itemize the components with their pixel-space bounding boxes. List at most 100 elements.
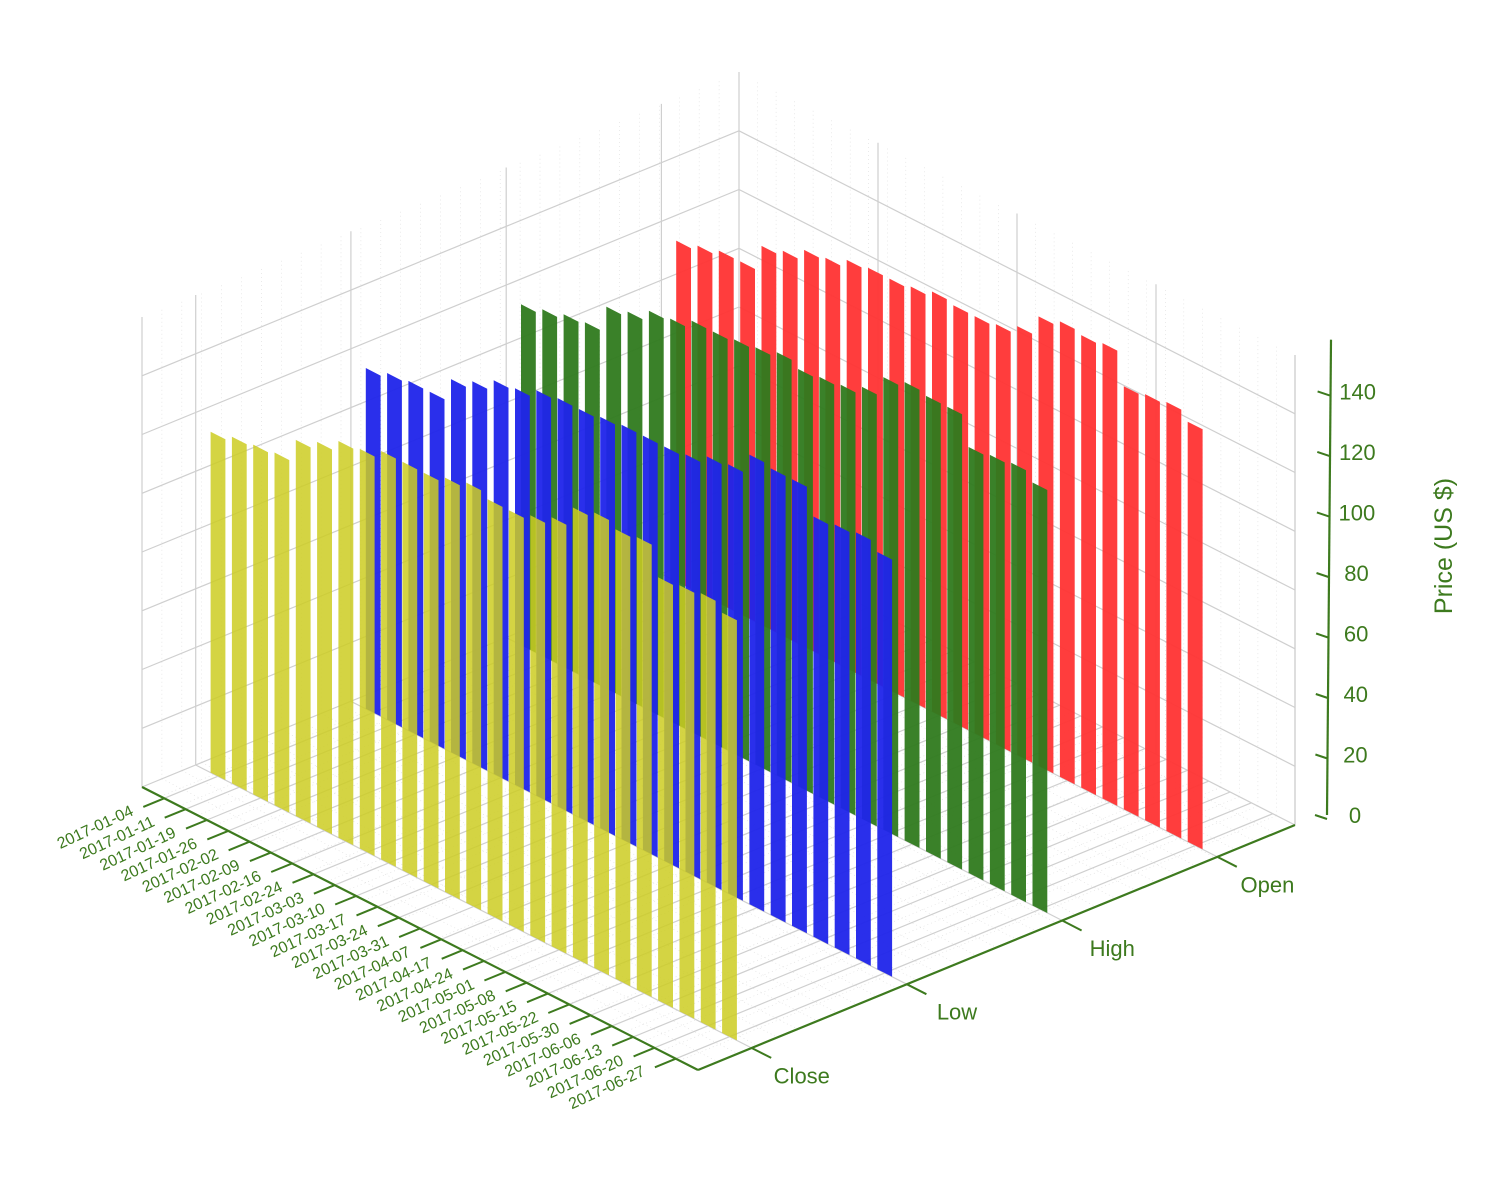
bar-close-2017-05-01 (551, 517, 567, 954)
bar-close-2017-01-04 (210, 431, 226, 780)
bar-close-2017-03-03 (381, 451, 396, 867)
bar-close-2017-02-02 (295, 439, 311, 824)
date-tick (270, 862, 293, 873)
bar-close-2017-05-22 (615, 529, 631, 987)
z-tick (1315, 693, 1329, 699)
date-tick (164, 808, 186, 819)
bar-high-2017-05-15 (904, 382, 920, 848)
bar-series (210, 240, 1203, 1041)
series-tick (1061, 919, 1083, 932)
bar-close-2017-05-08 (572, 507, 588, 965)
z-tick-label: 60 (1344, 622, 1368, 647)
bar-close-2017-05-15 (594, 512, 609, 976)
z-tick (1316, 511, 1330, 518)
series-tick-label-low: Low (937, 1000, 977, 1025)
z-tick (1315, 753, 1328, 760)
z-tick (1316, 572, 1329, 578)
date-tick (505, 981, 527, 993)
z-tick-label: 140 (1339, 379, 1376, 404)
bar-close-2017-01-26 (274, 452, 290, 813)
bar-close-2017-03-31 (466, 482, 482, 911)
date-tick (441, 949, 463, 960)
bar-high-2017-05-22 (926, 395, 941, 859)
z-tick-label: 80 (1344, 561, 1368, 586)
bar-low-2017-06-27 (877, 552, 893, 977)
series-tick (1216, 856, 1238, 868)
bar-high-2017-06-27 (1032, 482, 1048, 913)
bar-low-2017-06-13 (834, 524, 850, 955)
bar-close-2017-03-24 (445, 477, 460, 900)
bar-open-2017-06-06 (1123, 386, 1139, 817)
series-tick-label-open: Open (1240, 872, 1294, 897)
date-tick (377, 916, 400, 928)
bar-open-2017-05-15 (1059, 321, 1075, 785)
bar-low-2017-06-20 (856, 532, 871, 966)
bar-low-2017-05-30 (792, 479, 807, 934)
date-tick (590, 1025, 613, 1036)
date-tick (569, 1014, 591, 1025)
series-tick-label-high: High (1090, 936, 1135, 961)
bar-close-2017-06-13 (679, 585, 695, 1019)
date-tick (334, 895, 357, 906)
bar-close-2017-05-30 (636, 537, 652, 997)
bar-close-2017-03-17 (423, 472, 439, 889)
bar-low-2017-05-15 (749, 454, 765, 912)
date-tick (292, 873, 314, 884)
bar-close-2017-01-19 (253, 444, 268, 802)
date-tick (526, 992, 549, 1004)
z-tick (1314, 814, 1328, 820)
bar-close-2017-02-09 (317, 441, 332, 835)
date-tick (142, 797, 165, 808)
date-tick (228, 840, 250, 852)
date-tick (398, 927, 421, 939)
bar-open-2017-06-20 (1166, 402, 1182, 839)
date-tick (420, 938, 442, 949)
date-tick (654, 1057, 677, 1069)
bar-low-2017-06-06 (813, 516, 829, 945)
date-tick (356, 905, 378, 917)
bar-close-2017-02-24 (359, 448, 375, 856)
series-tick-label-close: Close (774, 1063, 830, 1088)
bar-close-2017-06-27 (722, 612, 737, 1041)
date-tick (206, 829, 229, 841)
bar-open-2017-06-27 (1187, 421, 1203, 850)
bar-high-2017-05-30 (947, 406, 963, 870)
bar-close-2017-02-16 (338, 441, 354, 846)
bar-close-2017-03-10 (402, 461, 418, 878)
bar-open-2017-05-22 (1081, 335, 1096, 796)
z-axis-label: Price (US $) (1430, 478, 1458, 614)
bar-low-2017-05-22 (770, 468, 786, 923)
date-tick (249, 851, 272, 863)
date-tick (462, 960, 485, 971)
bar-close-2017-04-17 (508, 510, 524, 932)
z-tick-label: 20 (1343, 743, 1367, 768)
bar-close-2017-01-11 (231, 436, 247, 791)
bar-close-2017-06-20 (700, 593, 716, 1030)
bar-open-2017-05-30 (1102, 343, 1118, 806)
z-tick-label: 100 (1339, 500, 1376, 525)
z-tick (1316, 450, 1330, 457)
bar-close-2017-04-24 (530, 515, 546, 943)
z-tick (1317, 390, 1330, 397)
z-tick-label: 0 (1349, 803, 1361, 828)
z-tick-label: 120 (1339, 440, 1376, 465)
bar-close-2017-06-06 (658, 577, 673, 1008)
date-tick (611, 1036, 634, 1047)
bar-close-2017-04-07 (487, 499, 503, 922)
date-tick (313, 884, 336, 895)
series-axis-line (697, 823, 1296, 1072)
z-tick (1315, 632, 1329, 639)
date-tick (484, 970, 506, 982)
bar-open-2017-06-13 (1145, 394, 1160, 828)
bar-high-2017-06-06 (968, 447, 984, 881)
z-axis-line (1325, 339, 1333, 816)
z-tick-label: 40 (1344, 682, 1368, 707)
series-tick (751, 1047, 772, 1059)
date-tick (185, 819, 208, 830)
bar-high-2017-06-13 (989, 454, 1005, 892)
date-tick (633, 1046, 655, 1058)
bar-high-2017-06-20 (1011, 462, 1026, 903)
series-tick (906, 983, 927, 996)
date-tick (547, 1003, 570, 1014)
